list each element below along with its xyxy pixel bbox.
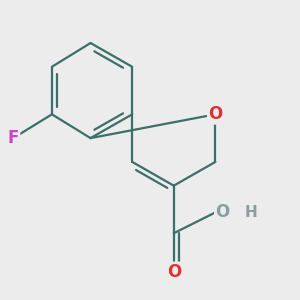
Text: O: O bbox=[208, 105, 223, 123]
Text: F: F bbox=[8, 129, 19, 147]
Text: H: H bbox=[245, 205, 258, 220]
Text: O: O bbox=[215, 203, 230, 221]
Text: O: O bbox=[167, 263, 181, 281]
